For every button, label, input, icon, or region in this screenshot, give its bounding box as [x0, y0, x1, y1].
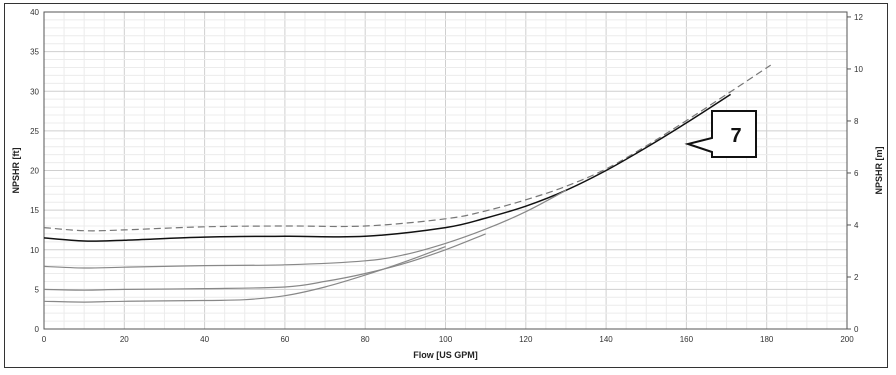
y2-axis-label: NPSHR [m] — [874, 146, 884, 194]
y-tick-label: 30 — [30, 87, 39, 96]
y-tick-label: 25 — [30, 127, 39, 136]
x-tick-label: 160 — [680, 335, 694, 344]
plot-border — [43, 11, 848, 330]
x-axis-label: Flow [US GPM] — [413, 350, 478, 360]
y-tick-label: 10 — [30, 246, 39, 255]
y-tick-label: 40 — [30, 8, 39, 17]
y-axis-right-ticks: 0 2 4 6 8 10 12 — [847, 13, 863, 334]
x-tick-label: 180 — [760, 335, 774, 344]
y-tick-label: 20 — [30, 167, 39, 176]
x-axis-ticks: 0 20 40 60 80 100 120 140 160 180 200 — [42, 335, 854, 344]
curve-callout: 7 — [684, 110, 757, 158]
npshr-curve-5 — [43, 246, 446, 303]
npshr-curves — [43, 64, 772, 303]
y-axis-left-ticks: 0 5 10 15 20 25 30 35 40 — [30, 8, 39, 334]
x-tick-label: 140 — [599, 335, 613, 344]
y2-tick-label: 6 — [854, 169, 859, 178]
y2-tick-label: 12 — [854, 13, 863, 22]
chart-frame — [4, 3, 888, 368]
x-tick-label: 20 — [120, 335, 129, 344]
y-tick-label: 0 — [35, 325, 40, 334]
npshr-curve-1 — [43, 64, 772, 232]
y2-tick-label: 4 — [854, 221, 859, 230]
x-tick-label: 40 — [200, 335, 209, 344]
callout-label: 7 — [730, 125, 741, 147]
x-tick-label: 100 — [439, 335, 453, 344]
npshr-curve-4 — [43, 233, 486, 291]
y2-tick-label: 0 — [854, 325, 859, 334]
x-tick-label: 60 — [280, 335, 289, 344]
y-tick-label: 35 — [30, 48, 39, 57]
plot-area — [43, 11, 848, 330]
x-tick-label: 80 — [361, 335, 370, 344]
y2-tick-label: 8 — [854, 117, 859, 126]
npshr-curve-2 — [43, 93, 732, 242]
callout-box — [684, 110, 757, 158]
npshr-curve-3 — [43, 189, 567, 269]
y2-tick-label: 10 — [854, 65, 863, 74]
x-tick-label: 0 — [42, 335, 47, 344]
x-tick-label: 200 — [840, 335, 854, 344]
y2-tick-label: 2 — [854, 273, 859, 282]
y-axis-label: NPSHR [ft] — [11, 148, 21, 194]
grid — [43, 11, 848, 330]
y-tick-label: 5 — [35, 285, 40, 294]
y-tick-label: 15 — [30, 206, 39, 215]
x-tick-label: 120 — [519, 335, 533, 344]
